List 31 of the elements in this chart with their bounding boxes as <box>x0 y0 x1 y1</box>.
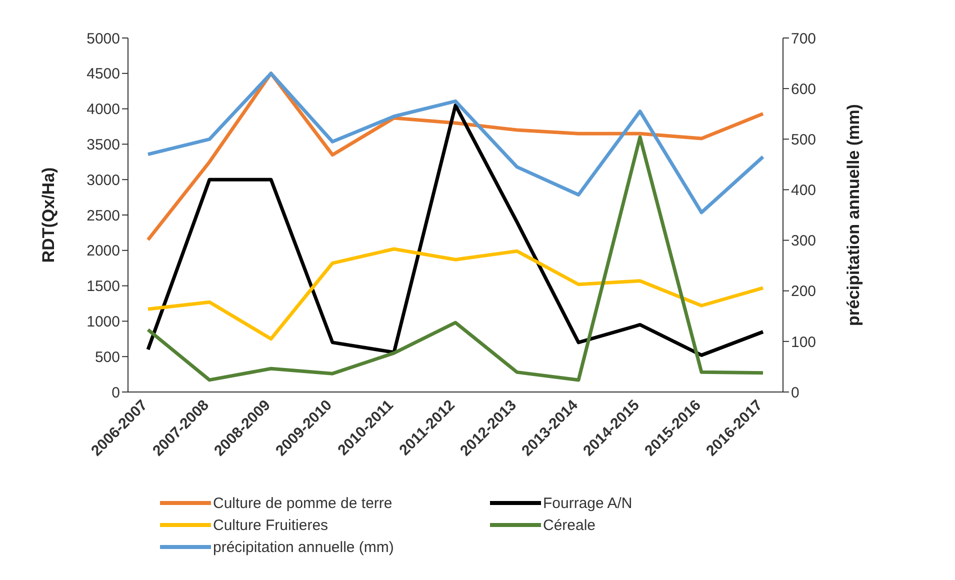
y2-tick-label: 400 <box>791 182 816 200</box>
line-series <box>146 135 765 382</box>
y-axis-title: RDT(Qx/Ha) <box>39 167 58 263</box>
legend-label: précipitation annuelle (mm) <box>213 538 394 556</box>
line-series <box>146 247 765 341</box>
y-tick-label: 2500 <box>86 207 120 224</box>
y-tick-label: 0 <box>112 384 120 402</box>
y-tick-label: 4500 <box>86 66 120 83</box>
y-tick-label: 3000 <box>86 172 120 189</box>
y2-tick-label: 700 <box>791 30 816 48</box>
y-tick-label: 2000 <box>86 242 120 260</box>
y2-tick-label: 600 <box>791 80 816 98</box>
y2-tick-label: 300 <box>791 232 816 250</box>
y2-tick-label: 500 <box>791 131 816 148</box>
line-series <box>146 104 765 357</box>
y-tick-label: 1000 <box>86 314 120 331</box>
y-tick-label: 3500 <box>86 136 120 154</box>
line-series <box>146 72 765 242</box>
legend-label: Fourrage A/N <box>543 494 632 512</box>
legend-label: Culture Fruitieres <box>213 516 328 534</box>
y-tick-label: 500 <box>94 348 120 366</box>
y2-tick-label: 100 <box>791 334 816 351</box>
y-tick-label: 5000 <box>86 30 120 48</box>
line-series <box>146 72 765 214</box>
legend-label: Céreale <box>543 516 596 534</box>
y2-axis-title: précipitation annuelle (mm) <box>844 104 864 326</box>
y2-tick-label: 0 <box>791 384 800 402</box>
y-tick-label: 4000 <box>86 101 120 118</box>
y2-tick-label: 200 <box>791 283 816 300</box>
legend-label: Culture de pomme de terre <box>213 494 392 512</box>
y-tick-label: 1500 <box>86 278 120 296</box>
